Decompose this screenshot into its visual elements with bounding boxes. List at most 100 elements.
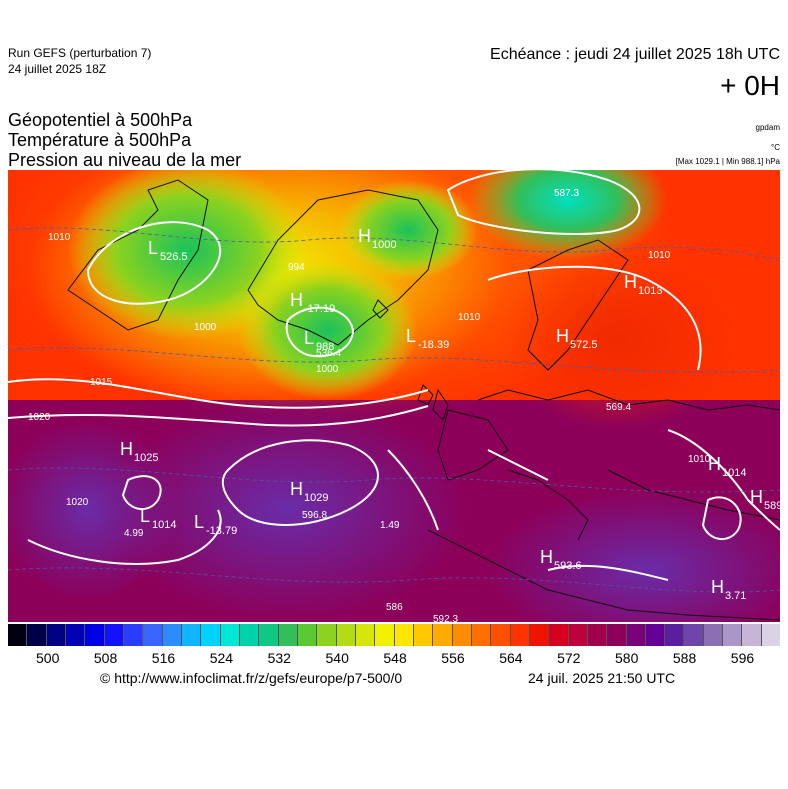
isobar-label: 1015 xyxy=(90,377,113,388)
high-pressure-marker: H xyxy=(290,290,303,310)
pressure-range: [Max 1029.1 | Min 988.1] hPa xyxy=(675,157,780,166)
high-pressure-value: 1025 xyxy=(134,452,158,464)
map-value-label: 1000 xyxy=(316,364,339,375)
scale-swatch xyxy=(665,624,685,646)
unit-celsius: °C xyxy=(771,143,780,152)
unit-gpdam: gpdam xyxy=(755,123,780,132)
scale-swatch xyxy=(703,624,724,646)
low-pressure-marker: L xyxy=(148,238,158,258)
scale-swatch xyxy=(46,624,66,646)
low-pressure-marker: L xyxy=(140,506,150,526)
map-value-label: 592.3 xyxy=(433,614,458,622)
color-scale xyxy=(8,624,781,646)
scale-swatch xyxy=(684,624,704,646)
scale-tick-label: 516 xyxy=(151,650,176,666)
forecast-time: Echéance : jeudi 24 juillet 2025 18h UTC xyxy=(490,46,780,63)
map-value-label: 536.4 xyxy=(316,348,341,359)
low-pressure-marker: L xyxy=(304,328,314,348)
high-pressure-marker: H xyxy=(711,577,724,597)
parameter-geopotential: Géopotentiel à 500hPa xyxy=(8,110,193,130)
scale-tick-label: 508 xyxy=(93,650,118,666)
scale-swatch xyxy=(607,624,627,646)
isobar-label: 1010 xyxy=(458,312,481,323)
scale-swatch xyxy=(143,624,163,646)
isobar-label: 1010 xyxy=(48,232,71,243)
scale-swatch xyxy=(491,624,511,646)
isobar-label: 1020 xyxy=(28,412,51,423)
scale-swatch xyxy=(104,624,124,646)
parameter-temperature: Température à 500hPa xyxy=(8,130,192,150)
run-label: Run GEFS (perturbation 7) xyxy=(8,46,152,60)
low-pressure-marker: L xyxy=(406,326,416,346)
low-pressure-value: 1014 xyxy=(152,519,176,531)
scale-swatch xyxy=(413,624,434,646)
scale-swatch xyxy=(220,624,240,646)
isobar-label: 1010 xyxy=(688,454,711,465)
isobar-label: 1000 xyxy=(194,322,217,333)
coastlines xyxy=(67,179,780,621)
scale-swatch xyxy=(549,624,569,646)
isobar-label: 1010 xyxy=(648,250,671,261)
high-pressure-marker: H xyxy=(708,454,721,474)
scale-tick-label: 524 xyxy=(209,650,234,666)
scale-swatch xyxy=(471,624,492,646)
scale-swatch xyxy=(27,624,47,646)
scale-swatch xyxy=(375,624,395,646)
map-value-label: 4.99 xyxy=(124,528,144,539)
scale-swatch xyxy=(529,624,550,646)
scale-swatch xyxy=(394,624,414,646)
scale-swatch xyxy=(317,624,337,646)
scale-swatch xyxy=(723,624,743,646)
scale-tick-label: 500 xyxy=(36,650,60,666)
map-value-label: 586 xyxy=(386,602,403,613)
scale-tick-label: 548 xyxy=(383,650,407,666)
generated-time: 24 juil. 2025 21:50 UTC xyxy=(528,670,676,686)
scale-swatch xyxy=(123,624,144,646)
high-pressure-value: 572.5 xyxy=(570,339,598,351)
scale-swatch xyxy=(181,624,202,646)
low-pressure-value: -13.79 xyxy=(206,525,237,537)
isobars xyxy=(8,170,780,581)
scale-swatch xyxy=(8,624,28,646)
scale-swatch xyxy=(587,624,608,646)
high-pressure-marker: H xyxy=(624,272,637,292)
scale-swatch xyxy=(336,624,356,646)
scale-swatch xyxy=(742,624,762,646)
high-pressure-marker: H xyxy=(750,487,763,507)
lead-time: + 0H xyxy=(720,70,780,101)
cold-pool-labrador xyxy=(68,170,308,340)
scale-tick-label: 556 xyxy=(441,650,465,666)
scale-swatch xyxy=(645,624,666,646)
scale-swatch xyxy=(259,624,279,646)
scale-swatch xyxy=(278,624,298,646)
high-pressure-value: 1013 xyxy=(638,285,662,297)
temperature-lines xyxy=(8,227,780,593)
high-pressure-value: 589 xyxy=(764,500,780,512)
high-pressure-value: -17.19 xyxy=(304,303,335,315)
isobar-label: 994 xyxy=(288,262,305,273)
high-pressure-value: 593.6 xyxy=(554,560,582,572)
high-pressure-value: 1029 xyxy=(304,492,328,504)
high-pressure-value: 1014 xyxy=(722,467,746,479)
map-value-label: 596.8 xyxy=(302,510,327,521)
low-pressure-value: 526.5 xyxy=(160,251,188,263)
scale-swatch xyxy=(297,624,318,646)
run-date: 24 juillet 2025 18Z xyxy=(8,62,107,76)
scale-swatch xyxy=(162,624,182,646)
scale-swatch xyxy=(355,624,376,646)
scale-labels: 5005085165245325405485565645725805885966… xyxy=(0,650,788,668)
high-pressure-marker: H xyxy=(556,326,569,346)
scale-swatch xyxy=(452,624,472,646)
scale-swatch xyxy=(626,624,646,646)
scale-tick-label: 588 xyxy=(672,650,697,666)
scale-swatch xyxy=(761,624,781,646)
scale-swatch xyxy=(239,624,260,646)
high-pressure-value: 3.71 xyxy=(725,590,746,602)
scale-swatch xyxy=(65,624,86,646)
scale-tick-label: 596 xyxy=(730,650,755,666)
scale-swatch xyxy=(433,624,453,646)
scale-swatch xyxy=(510,624,530,646)
scale-swatch xyxy=(568,624,588,646)
scale-tick-label: 572 xyxy=(557,650,581,666)
